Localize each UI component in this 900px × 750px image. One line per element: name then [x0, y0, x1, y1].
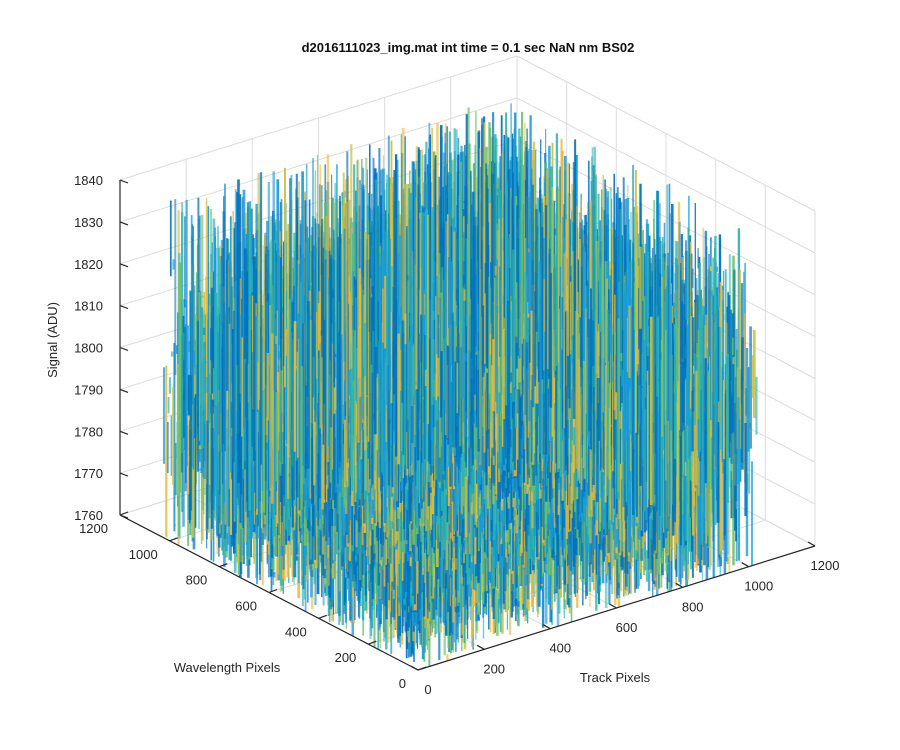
surface-layer [162, 103, 758, 667]
right-wall-gridline-z [516, 55, 816, 212]
chart-title: d2016111023_img.mat int time = 0.1 sec N… [302, 40, 635, 55]
right-wall-gridline-z [516, 97, 816, 254]
back-wall-gridline-z [119, 55, 518, 181]
